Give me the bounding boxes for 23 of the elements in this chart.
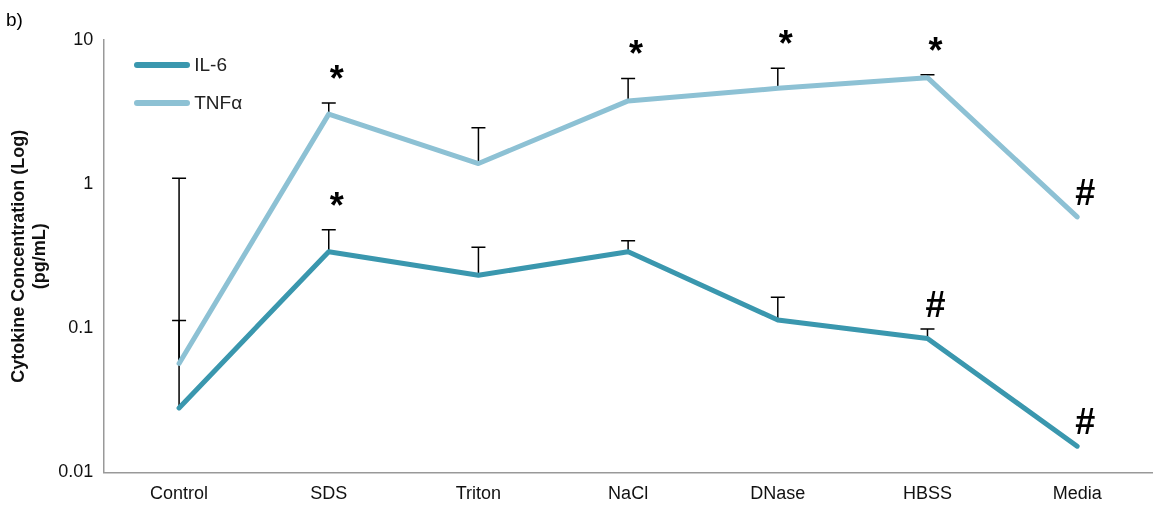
x-tick-label: NaCl [608,483,649,504]
text: b) [6,9,23,30]
annotation: * [629,33,644,75]
legend-label: IL-6 [194,54,227,76]
annotation: * [778,23,793,65]
annotation: # [1075,171,1096,213]
legend-label: TNFα [194,92,243,114]
x-tick-label: Triton [455,483,502,504]
annotation: * [329,184,344,226]
annotation: * [928,29,943,71]
x-tick-label: DNase [750,483,806,504]
y-axis-title: Cytokine Concentration (Log) (pg/mL) [7,129,50,383]
x-tick-label: SDS [310,483,348,504]
x-tick-label: Control [150,483,209,504]
annotation: # [1075,401,1096,443]
y-tick-label: 10 [73,28,94,49]
x-tick-label: HBSS [902,483,952,504]
y-tick-label: 0.01 [58,461,94,482]
annotation: * [329,57,344,99]
y-tick-label: 1 [83,173,94,194]
y-tick-label: 0.1 [68,317,94,338]
annotation: # [925,283,946,325]
x-tick-label: Media [1052,483,1103,504]
